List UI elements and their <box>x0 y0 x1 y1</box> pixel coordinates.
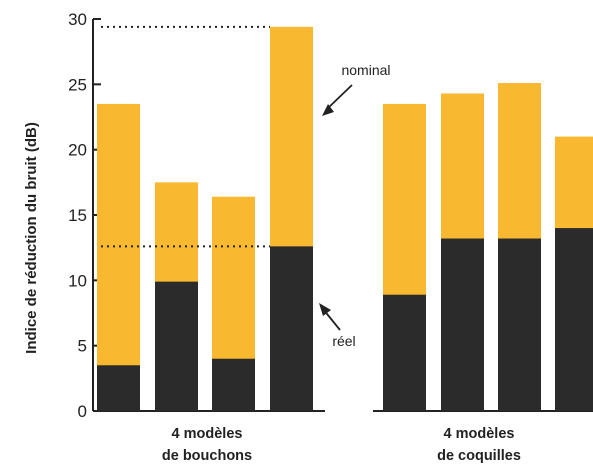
group-label-bouchons-line1: 4 modèles <box>172 426 243 442</box>
bar-reel <box>498 238 541 411</box>
bar-reel <box>441 238 484 411</box>
annotations: nominal réel <box>319 62 391 349</box>
bar-reel <box>555 228 593 411</box>
bar-reel <box>383 294 426 411</box>
y-axis-label: Indice de réduction du bruit (dB) <box>23 122 40 354</box>
bar-reel <box>212 358 255 411</box>
reference-lines <box>101 25 270 248</box>
annotation-nominal: nominal <box>341 62 390 78</box>
y-tick-label: 30 <box>68 10 87 29</box>
group-label-coquilles-line2: de coquilles <box>437 448 521 464</box>
group-labels: 4 modèles de bouchons 4 modèles de coqui… <box>162 426 521 464</box>
group-label-bouchons-line2: de bouchons <box>162 448 252 464</box>
y-tick-label: 5 <box>78 337 87 356</box>
y-tick-label: 10 <box>68 271 87 290</box>
bar-reel <box>155 281 198 411</box>
bar-reel <box>270 246 313 411</box>
y-tick-label: 0 <box>78 402 87 421</box>
y-tick-label: 20 <box>68 141 87 160</box>
annotation-nominal-arrow-head <box>322 104 334 116</box>
annotation-nominal-arrow-shaft <box>325 84 353 111</box>
y-tick-label: 25 <box>68 75 87 94</box>
group-label-coquilles-line1: 4 modèles <box>444 426 515 442</box>
y-tick-label: 15 <box>68 206 87 225</box>
bar-nominal <box>97 103 140 411</box>
bars <box>97 26 593 412</box>
annotation-reel-arrow-head <box>319 303 331 316</box>
annotation-reel: réel <box>332 333 355 349</box>
bar-reel <box>97 365 140 411</box>
